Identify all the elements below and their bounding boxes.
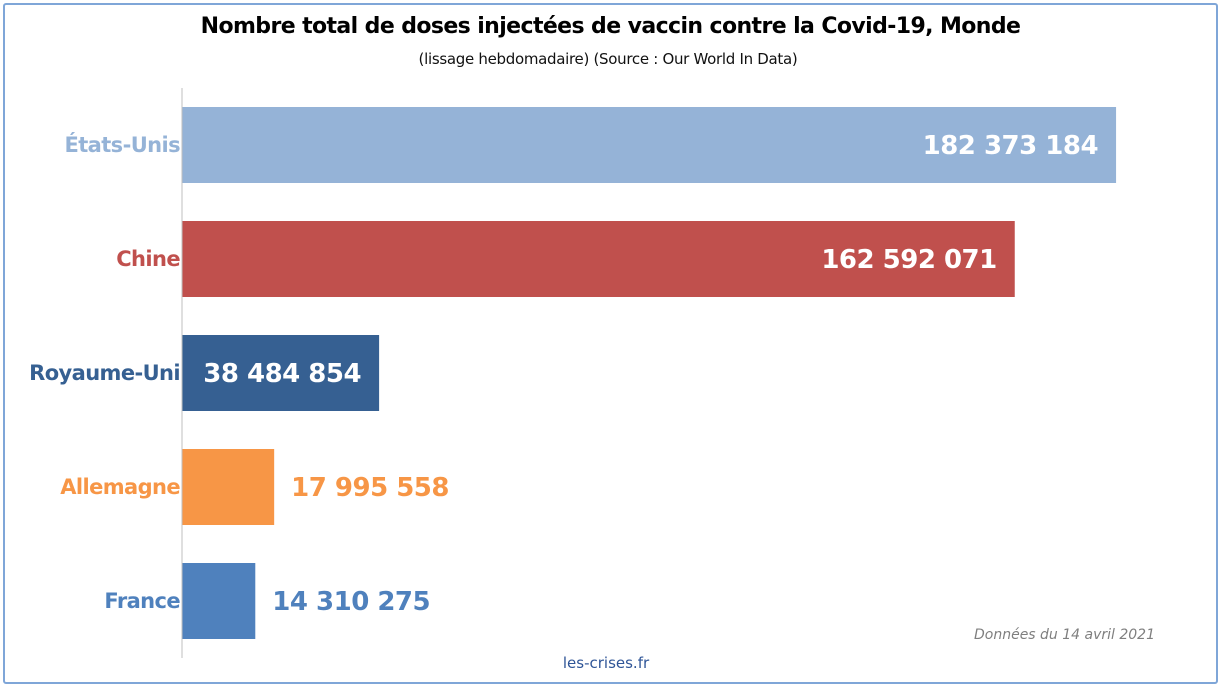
- value-label-royaume-uni: 38 484 854: [203, 359, 361, 389]
- bar-chine: [182, 221, 1015, 297]
- bar-france: [182, 563, 256, 639]
- value-label-france: 14 310 275: [272, 587, 430, 617]
- chart-title: Nombre total de doses injectées de vacci…: [200, 14, 1021, 39]
- bar-etats-unis: [182, 107, 1117, 183]
- value-label-allemagne: 17 995 558: [291, 473, 449, 503]
- category-label-chine: Chine: [116, 247, 180, 271]
- chart-subtitle: (lissage hebdomadaire) (Source : Our Wor…: [418, 50, 798, 68]
- value-label-chine: 162 592 071: [821, 245, 996, 275]
- category-label-etats-unis: États-Unis: [64, 132, 180, 157]
- bar-allemagne: [182, 449, 275, 525]
- category-label-allemagne: Allemagne: [60, 475, 180, 499]
- category-label-france: France: [104, 589, 180, 613]
- category-label-royaume-uni: Royaume-Uni: [29, 361, 180, 385]
- source-credit: les-crises.fr: [562, 654, 650, 672]
- data-date-note: Données du 14 avril 2021: [973, 627, 1155, 643]
- bar-royaume-uni: [182, 335, 380, 411]
- value-label-etats-unis: 182 373 184: [923, 131, 1098, 161]
